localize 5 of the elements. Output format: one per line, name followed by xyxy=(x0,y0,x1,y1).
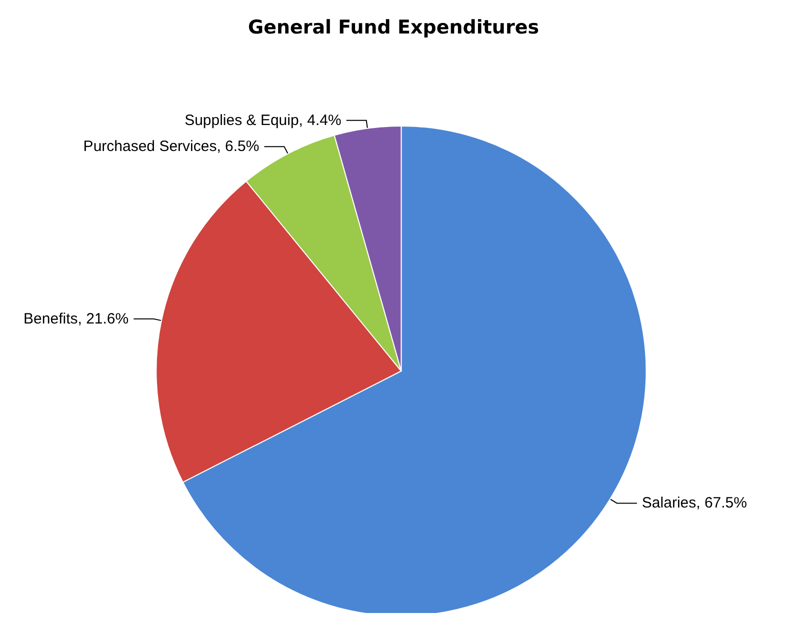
slice-label: Supplies & Equip, 4.4% xyxy=(184,112,342,129)
slice-label: Purchased Services, 6.5% xyxy=(83,138,260,156)
chart-title: General Fund Expenditures xyxy=(248,16,540,38)
slice-label: Salaries, 67.5% xyxy=(642,494,747,512)
slice-label: Benefits, 21.6% xyxy=(24,310,129,328)
